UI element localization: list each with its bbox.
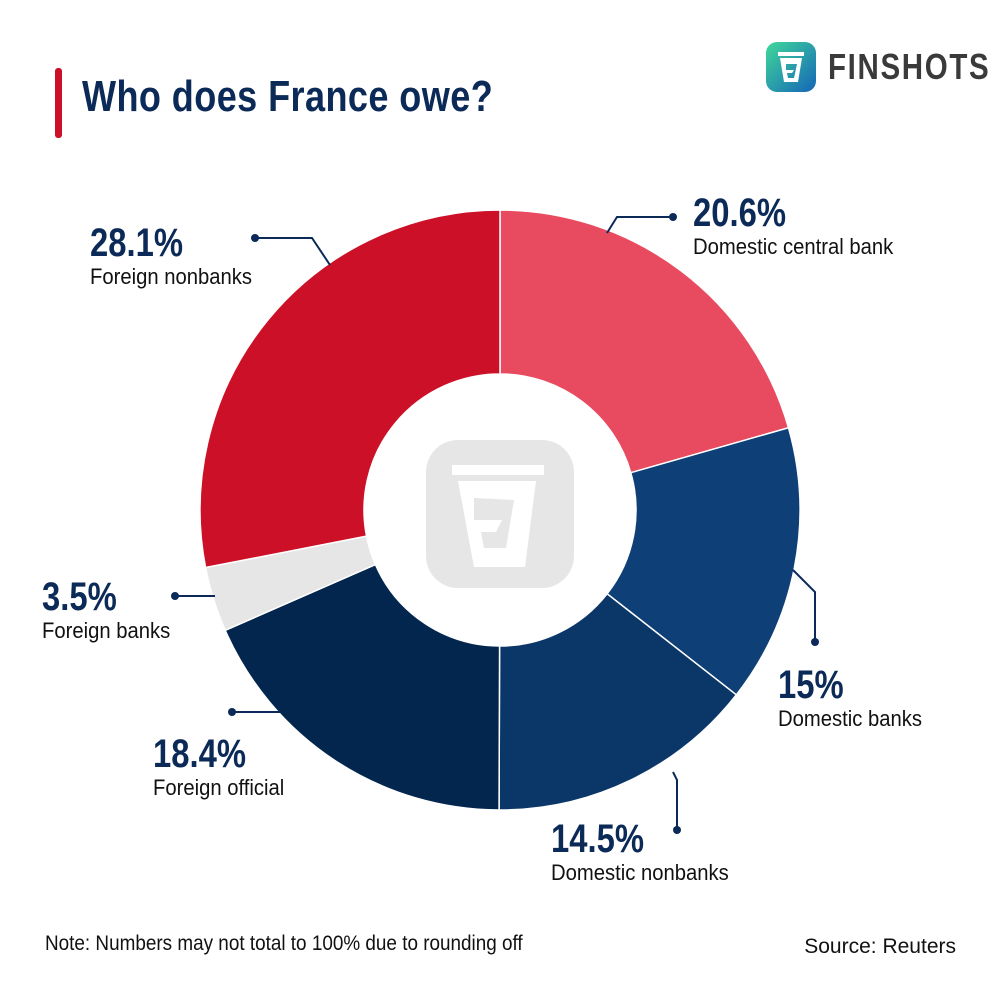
label-domestic-banks: 15% Domestic banks	[778, 664, 935, 732]
source-label: Source: Reuters	[804, 935, 956, 958]
value-label: 20.6%	[693, 191, 787, 235]
category-label: Domestic banks	[778, 706, 922, 731]
value-label: 18.4%	[153, 732, 247, 776]
page-title: Who does France owe?	[82, 72, 494, 121]
leader-dot	[171, 592, 179, 600]
center-watermark-icon	[426, 440, 574, 588]
label-foreign-banks: 3.5% Foreign banks	[42, 576, 181, 644]
brand-logo: FINSHOTS	[766, 42, 1000, 92]
leader-dot	[673, 826, 681, 834]
leader-line-foreign-nonbanks	[255, 237, 331, 266]
brand-name: FINSHOTS	[828, 46, 991, 87]
value-label: 28.1%	[90, 221, 184, 265]
label-foreign-official: 18.4% Foreign official	[153, 733, 296, 801]
slice-foreign-nonbanks	[199, 209, 501, 569]
category-label: Foreign nonbanks	[90, 264, 253, 289]
category-label: Foreign official	[153, 775, 285, 800]
leader-dot	[228, 708, 236, 716]
footnote: Note: Numbers may not total to 100% due …	[45, 932, 523, 955]
leader-dot	[669, 213, 677, 221]
leader-line-domestic-banks	[792, 569, 816, 642]
title-accent-bar	[55, 68, 62, 138]
value-label: 3.5%	[42, 575, 117, 619]
category-label: Domestic nonbanks	[551, 860, 729, 885]
leader-line-domestic-nonbanks	[672, 771, 678, 830]
label-domestic-nonbanks: 14.5% Domestic nonbanks	[551, 818, 744, 886]
leader-line-domestic-central-bank	[606, 216, 673, 234]
label-foreign-nonbanks: 28.1% Foreign nonbanks	[90, 222, 266, 290]
leader-dot	[811, 638, 819, 646]
slice-domestic-nonbanks	[498, 592, 738, 811]
category-label: Foreign banks	[42, 618, 171, 643]
value-label: 15%	[778, 663, 844, 707]
category-label: Domestic central bank	[693, 234, 894, 259]
label-domestic-central-bank: 20.6% Domestic central bank	[693, 192, 911, 260]
slice-foreign-official	[224, 563, 501, 811]
leader-dot	[251, 234, 259, 242]
slice-domestic-banks	[606, 426, 801, 696]
value-label: 14.5%	[551, 817, 645, 861]
finshots-logo-icon	[766, 42, 816, 92]
